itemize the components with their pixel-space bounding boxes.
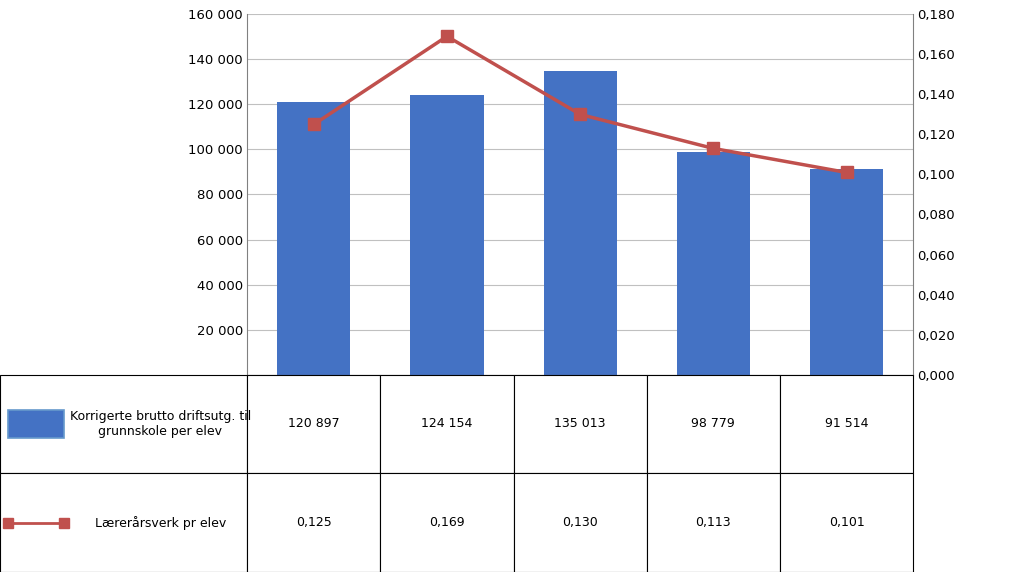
Bar	[677, 152, 750, 375]
Bar	[380, 375, 514, 474]
Text: 135 013: 135 013	[554, 418, 606, 431]
Text: Lærerårsverk pr elev: Lærerårsverk pr elev	[95, 516, 226, 530]
Bar	[380, 474, 514, 572]
Bar	[780, 474, 913, 572]
Bar	[277, 102, 350, 375]
Text: 0,130: 0,130	[562, 516, 598, 529]
Bar	[8, 410, 64, 438]
Bar	[514, 375, 647, 474]
Bar	[647, 474, 780, 572]
Text: 0,101: 0,101	[828, 516, 865, 529]
Text: Korrigerte brutto driftsutg. til
grunnskole per elev: Korrigerte brutto driftsutg. til grunnsk…	[70, 410, 251, 438]
Bar	[780, 375, 913, 474]
Bar	[247, 474, 380, 572]
Bar	[514, 474, 647, 572]
Bar	[247, 375, 380, 474]
Text: 0,169: 0,169	[429, 516, 465, 529]
Bar	[411, 95, 483, 375]
Text: 98 779: 98 779	[691, 418, 736, 431]
Text: 124 154: 124 154	[422, 418, 472, 431]
Bar	[0, 375, 247, 474]
Bar	[544, 70, 616, 375]
Text: 0,113: 0,113	[695, 516, 732, 529]
Bar	[0, 474, 247, 572]
Text: 120 897: 120 897	[288, 418, 340, 431]
Text: 91 514: 91 514	[824, 418, 869, 431]
Text: 0,125: 0,125	[296, 516, 332, 529]
Bar	[647, 375, 780, 474]
Bar	[810, 169, 883, 375]
